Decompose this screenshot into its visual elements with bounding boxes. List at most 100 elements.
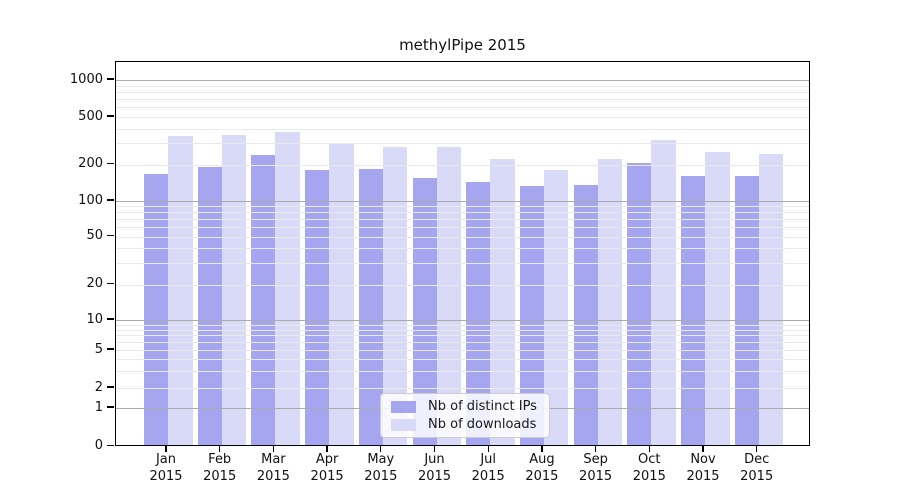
x-tick-mark [487, 446, 489, 452]
bar-distinct-ips [681, 176, 705, 445]
x-tick-label: Aug 2015 [525, 452, 559, 484]
y-tick-label: 100 [78, 192, 103, 208]
x-tick-label: Mar 2015 [256, 452, 290, 484]
minor-gridline [116, 324, 809, 326]
minor-gridline [116, 263, 809, 265]
legend-label-distinct-ips: Nb of distinct IPs [428, 399, 537, 414]
major-gridline [116, 201, 809, 202]
y-tick-label: 50 [86, 228, 103, 243]
bar-downloads [221, 134, 247, 445]
bar-downloads [758, 153, 784, 445]
minor-gridline [116, 107, 809, 109]
chart-title: methylPipe 2015 [399, 36, 526, 54]
minor-gridline [116, 117, 809, 118]
x-tick-mark [165, 446, 167, 452]
bar-downloads [168, 135, 193, 445]
x-tick-label: May 2015 [364, 452, 398, 484]
y-tick-mark [107, 199, 114, 201]
minor-gridline [116, 128, 809, 130]
minor-gridline [116, 91, 809, 93]
x-tick-mark [702, 446, 704, 452]
y-tick-label: 2 [94, 379, 103, 395]
minor-gridline [116, 227, 809, 229]
minor-gridline [116, 143, 809, 145]
minor-gridline [116, 236, 809, 238]
legend-row: Nb of downloads [389, 417, 541, 432]
y-tick-label: 1 [94, 399, 103, 415]
minor-gridline [116, 212, 809, 214]
bar-downloads [597, 159, 623, 445]
minor-gridline [116, 359, 809, 361]
x-tick-label: Feb 2015 [203, 452, 237, 484]
x-tick-label: Apr 2015 [310, 452, 344, 484]
major-gridline [116, 80, 809, 81]
x-tick-mark [219, 446, 221, 452]
bar-downloads [651, 139, 676, 445]
bar-downloads [329, 144, 354, 445]
x-tick-label: Sep 2015 [579, 452, 613, 484]
bar-distinct-ips [144, 173, 168, 445]
y-tick-label: 0 [94, 438, 103, 453]
bar-distinct-ips [734, 176, 759, 445]
bar-distinct-ips [573, 184, 598, 445]
y-tick-mark [107, 444, 114, 447]
minor-gridline [116, 335, 809, 337]
bar-distinct-ips [305, 169, 330, 445]
y-tick-mark [107, 282, 114, 285]
y-tick-mark [107, 348, 114, 350]
minor-gridline [116, 206, 809, 208]
legend: Nb of distinct IPs Nb of downloads [380, 393, 550, 438]
minor-gridline [116, 248, 809, 250]
x-tick-mark [433, 446, 436, 452]
minor-gridline [116, 284, 809, 286]
x-tick-label: Jun 2015 [417, 452, 452, 484]
y-tick-label: 10 [86, 311, 103, 327]
x-tick-label: Nov 2015 [686, 452, 720, 484]
bar-distinct-ips [627, 162, 652, 445]
major-gridline [116, 320, 809, 321]
legend-swatch-distinct-ips [391, 400, 416, 413]
legend-swatch-downloads [391, 418, 416, 431]
bar-distinct-ips [358, 168, 383, 445]
bar-downloads [275, 132, 300, 445]
y-tick-label: 1000 [69, 71, 103, 87]
minor-gridline [116, 388, 809, 389]
minor-gridline [116, 99, 809, 101]
x-tick-label: Jan 2015 [149, 452, 183, 484]
y-tick-mark [107, 386, 114, 388]
minor-gridline [116, 350, 809, 351]
legend-label-downloads: Nb of downloads [428, 417, 537, 432]
minor-gridline [116, 164, 809, 166]
x-tick-label: Jul 2015 [471, 452, 505, 484]
minor-gridline [116, 371, 809, 373]
x-tick-mark [326, 446, 328, 452]
y-tick-mark [107, 115, 114, 117]
y-tick-mark [107, 234, 114, 237]
y-tick-mark [107, 78, 114, 80]
x-tick-label: Oct 2015 [632, 452, 666, 484]
minor-gridline [116, 342, 809, 344]
y-tick-label: 20 [86, 276, 103, 291]
y-tick-mark [107, 406, 114, 408]
minor-gridline [116, 85, 809, 87]
x-tick-mark [272, 446, 275, 452]
plot-area [115, 61, 810, 446]
minor-gridline [116, 329, 809, 331]
x-tick-mark [756, 446, 758, 452]
x-tick-label: Dec 2015 [740, 452, 774, 484]
y-tick-mark [107, 318, 114, 320]
x-tick-mark [380, 446, 382, 452]
legend-row: Nb of distinct IPs [389, 399, 541, 414]
x-tick-mark [541, 446, 543, 452]
bar-distinct-ips [197, 167, 222, 445]
x-tick-mark [594, 446, 597, 452]
bar-downloads [705, 152, 730, 445]
y-tick-mark [107, 162, 114, 165]
x-tick-mark [648, 446, 650, 452]
minor-gridline [116, 219, 809, 221]
bar-distinct-ips [251, 154, 276, 445]
y-tick-label: 5 [94, 341, 103, 357]
y-tick-label: 200 [78, 156, 103, 171]
y-tick-label: 500 [78, 108, 103, 124]
